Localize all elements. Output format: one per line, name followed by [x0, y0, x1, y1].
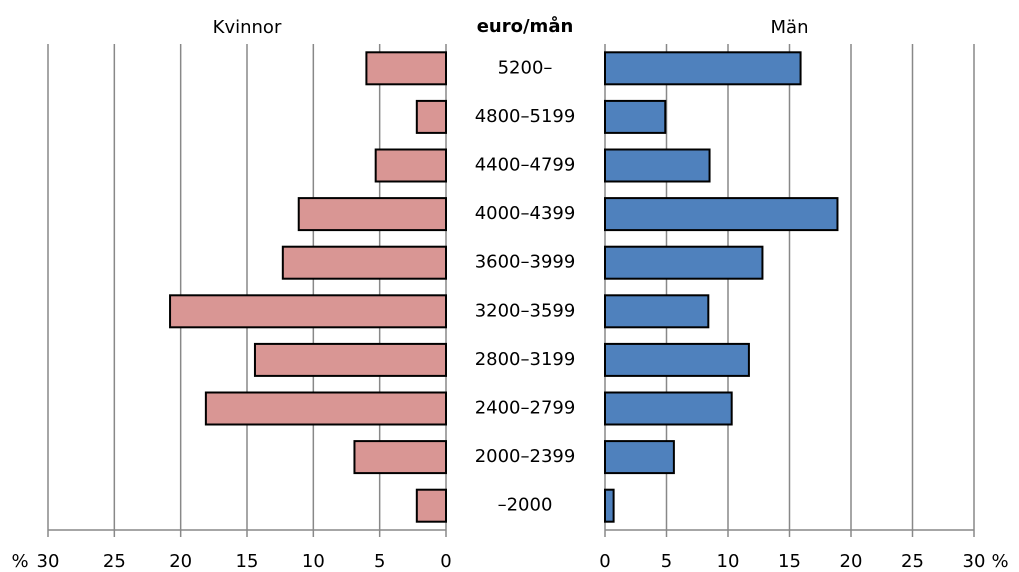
x-tick-label: 25 — [901, 551, 924, 572]
bar — [253, 342, 447, 377]
bar — [281, 245, 447, 280]
x-tick-label: 0 — [440, 551, 451, 572]
x-tick-label: 30 — [37, 551, 60, 572]
category-label: 4400–4799 — [475, 155, 576, 176]
bar — [604, 51, 802, 86]
bar — [374, 148, 448, 183]
category-label: 2800–3199 — [475, 349, 576, 370]
x-tick-label: 15 — [236, 551, 259, 572]
panel-title: Kvinnor — [213, 17, 282, 38]
category-axis-label: euro/mån — [477, 15, 574, 37]
category-label: 3600–3999 — [475, 252, 576, 273]
bar — [604, 440, 675, 475]
bar — [169, 294, 447, 329]
x-tick-label: 0 — [599, 551, 610, 572]
x-tick-label: 10 — [302, 551, 325, 572]
category-label: 4800–5199 — [475, 106, 576, 127]
x-tick-label: 5 — [374, 551, 385, 572]
x-axis-label: % — [991, 551, 1008, 572]
bar — [604, 148, 711, 183]
category-label: 3200–3599 — [475, 300, 576, 321]
x-tick-label: 20 — [169, 551, 192, 572]
bar — [204, 391, 447, 426]
x-tick-label: 20 — [840, 551, 863, 572]
bar — [415, 488, 447, 523]
bar — [604, 245, 764, 280]
category-label: –2000 — [498, 495, 553, 516]
bar — [604, 488, 615, 523]
bar — [604, 342, 750, 377]
x-tick-label: 15 — [778, 551, 801, 572]
panel-title: Män — [771, 17, 809, 38]
x-tick-label: 25 — [103, 551, 126, 572]
bar — [297, 197, 447, 232]
bar — [415, 99, 447, 134]
bar — [604, 294, 710, 329]
bar — [365, 51, 447, 86]
x-tick-label: 10 — [717, 551, 740, 572]
category-label: 2400–2799 — [475, 398, 576, 419]
bar — [604, 99, 667, 134]
bar — [353, 440, 447, 475]
bar — [604, 391, 733, 426]
x-axis-label: % — [11, 551, 28, 572]
category-label: 5200– — [498, 57, 553, 78]
category-label: 4000–4399 — [475, 203, 576, 224]
x-tick-label: 30 — [963, 551, 986, 572]
x-tick-label: 5 — [661, 551, 672, 572]
category-label: 2000–2399 — [475, 446, 576, 467]
bar — [604, 197, 839, 232]
